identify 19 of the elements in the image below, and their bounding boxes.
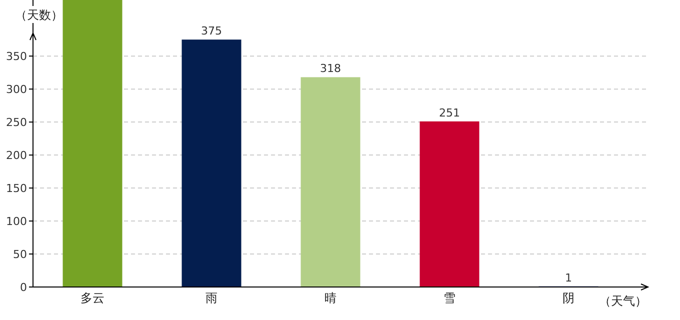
x-tick-label: 晴 [324,291,336,305]
y-tick-label: 200 [6,148,27,162]
x-tick-label: 多云 [80,291,104,305]
data-label: 1 [565,271,572,284]
data-label: 318 [320,62,341,76]
x-tick-label: 雨 [206,291,218,305]
y-tick-label: 150 [6,182,27,195]
y-tick-label: 0 [20,280,27,294]
x-tick-label: 阴 [562,291,574,305]
x-axis-title: （天气） [599,294,647,308]
y-tick-label: 250 [6,116,27,129]
y-axis-title: （天数） [15,8,63,22]
y-tick-label: 100 [6,214,27,228]
x-tick-label: 雪 [444,291,456,305]
data-label: 251 [439,106,460,120]
y-tick-label: 300 [6,82,27,96]
data-label: 375 [201,24,222,38]
y-tick-label: 350 [6,50,27,63]
y-tick-label: 50 [13,248,27,261]
